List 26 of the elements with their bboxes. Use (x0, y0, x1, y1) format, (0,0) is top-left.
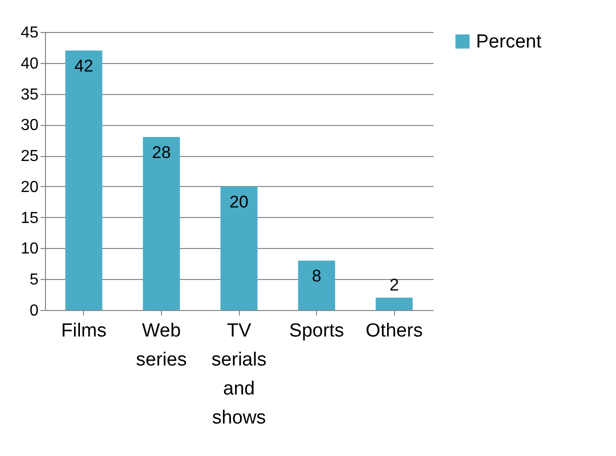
bar (65, 50, 102, 310)
y-tick-label: 5 (30, 272, 39, 289)
data-label: 28 (152, 143, 171, 162)
x-tick-label: Films (61, 320, 106, 342)
y-tick-label: 25 (20, 148, 39, 166)
y-tick-label: 20 (20, 178, 39, 196)
data-label: 20 (230, 192, 248, 212)
x-tick-label: Sports (289, 320, 344, 342)
data-label: 2 (389, 276, 399, 295)
y-tick-label: 30 (20, 117, 39, 134)
bar (142, 137, 180, 310)
data-label: 42 (74, 56, 94, 76)
y-tick-label: 35 (20, 86, 39, 104)
y-tick-label: 45 (20, 24, 39, 42)
data-label: 8 (312, 266, 322, 286)
y-tick-label: 0 (30, 302, 39, 320)
legend-label: Percent (476, 32, 542, 52)
y-tick-label: 15 (20, 210, 39, 227)
bar (376, 298, 413, 310)
y-tick-label: 40 (20, 55, 39, 72)
bar (220, 186, 258, 310)
bar (298, 260, 336, 310)
x-tick-label: Web series (136, 320, 187, 370)
x-tick-label: TV serials and shows (212, 320, 266, 428)
x-tick-label: Others (366, 320, 423, 342)
y-tick-label: 10 (20, 240, 39, 258)
